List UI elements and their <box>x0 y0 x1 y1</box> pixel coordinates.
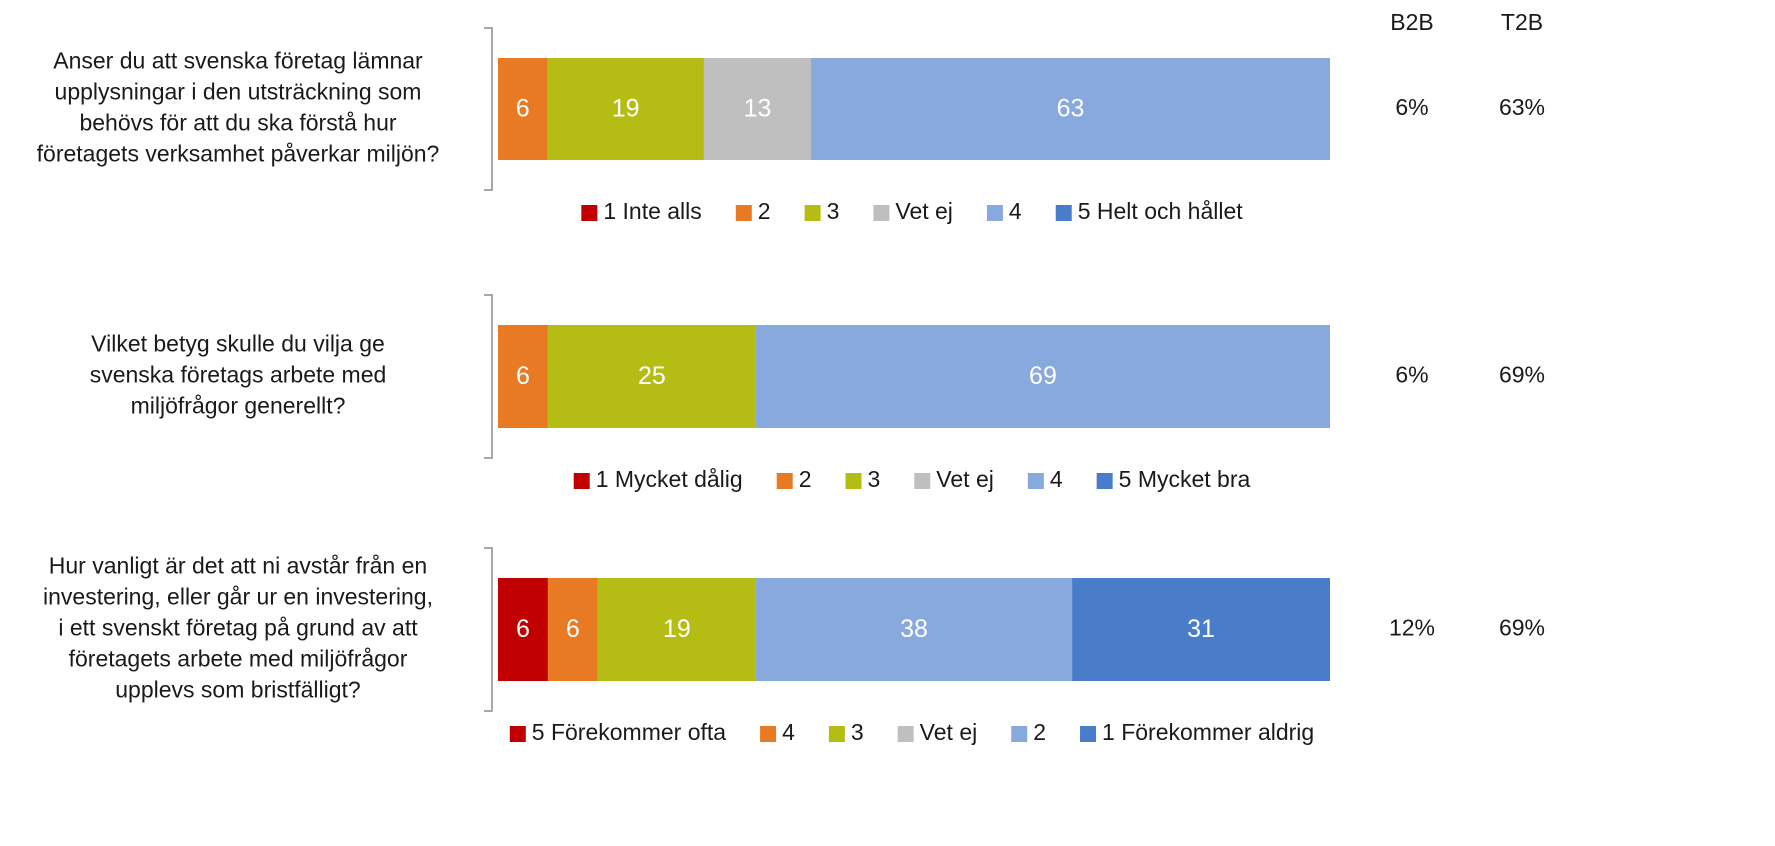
bar-segment <box>498 325 548 428</box>
legend-label: Vet ej <box>895 198 953 224</box>
question-text: i ett svenskt företag på grund av att <box>58 615 418 641</box>
bar-segment <box>755 578 1073 681</box>
legend-label: 4 <box>782 719 795 745</box>
legend-swatch <box>760 726 777 742</box>
bracket <box>484 547 493 712</box>
data-label: 6 <box>516 95 530 123</box>
legend-swatch <box>735 205 752 221</box>
legend-label: 4 <box>1009 198 1022 224</box>
legend-swatch <box>897 726 914 742</box>
bar-segment <box>597 578 756 681</box>
question-text: miljöfrågor generellt? <box>131 393 346 419</box>
question-text: företagets arbete med miljöfrågor <box>69 646 408 672</box>
legend-swatch <box>1011 726 1028 742</box>
legend-swatch <box>804 205 821 221</box>
bracket <box>484 294 493 459</box>
question-text: Hur vanligt är det att ni avstår från en <box>49 553 427 579</box>
question-text: upplevs som bristfälligt? <box>115 677 360 703</box>
legend-swatch <box>573 473 590 489</box>
data-label: 19 <box>663 615 691 643</box>
data-label: 25 <box>638 362 666 390</box>
legend-swatch <box>776 473 793 489</box>
bar-segment <box>703 58 812 160</box>
bar-segment <box>811 58 1330 160</box>
question-text: upplysningar i den utsträckning som <box>55 79 422 105</box>
legend-label: 5 Förekommer ofta <box>532 719 726 745</box>
summary-value: 6% <box>1395 94 1428 120</box>
legend-label: 2 <box>799 466 812 492</box>
legend-label: 2 <box>758 198 771 224</box>
legend-swatch <box>828 726 845 742</box>
data-label: 69 <box>1029 362 1057 390</box>
legend-label: 1 Mycket dålig <box>596 466 743 492</box>
data-label: 6 <box>566 615 580 643</box>
summary-value: 12% <box>1389 615 1435 641</box>
question-text: svenska företags arbete med <box>90 362 387 388</box>
question-text: företagets verksamhet påverkar miljön? <box>37 141 440 167</box>
data-label: 63 <box>1057 95 1085 123</box>
bar-segment <box>498 58 548 160</box>
bar-segment <box>498 578 548 681</box>
bar-segment <box>1072 578 1330 681</box>
legend-swatch <box>873 205 890 221</box>
question-text: Anser du att svenska företag lämnar <box>53 48 423 74</box>
summary-value: 69% <box>1499 362 1545 388</box>
question-text: Vilket betyg skulle du vilja ge <box>91 331 385 357</box>
legend-label: 3 <box>851 719 864 745</box>
data-label: 6 <box>516 615 530 643</box>
legend-swatch <box>914 473 931 489</box>
question-text: behövs för att du ska förstå hur <box>79 110 396 136</box>
legend-swatch <box>509 726 526 742</box>
legend-swatch <box>1080 726 1097 742</box>
legend-label: 5 Mycket bra <box>1119 466 1251 492</box>
bar-segment <box>547 325 756 428</box>
column-header: B2B <box>1390 9 1433 35</box>
legend-swatch <box>1027 473 1044 489</box>
bracket <box>484 27 493 191</box>
bar-segment <box>755 325 1330 428</box>
legend-swatch <box>845 473 862 489</box>
legend-label: 4 <box>1050 466 1063 492</box>
legend-swatch <box>1096 473 1113 489</box>
legend-label: 1 Förekommer aldrig <box>1102 719 1314 745</box>
legend-label: 3 <box>868 466 881 492</box>
data-label: 13 <box>744 95 772 123</box>
data-label: 38 <box>900 615 928 643</box>
legend-label: Vet ej <box>920 719 978 745</box>
bar-segment <box>547 58 704 160</box>
legend-swatch <box>581 205 598 221</box>
legend-label: 1 Inte alls <box>603 198 701 224</box>
legend-label: 5 Helt och hållet <box>1078 198 1244 224</box>
legend-label: 2 <box>1033 719 1046 745</box>
legend-label: Vet ej <box>936 466 994 492</box>
data-label: 19 <box>612 95 640 123</box>
legend-swatch <box>986 205 1003 221</box>
bar-segment <box>547 578 598 681</box>
data-label: 6 <box>516 362 530 390</box>
summary-value: 63% <box>1499 94 1545 120</box>
data-label: 31 <box>1187 615 1215 643</box>
legend-swatch <box>1055 205 1072 221</box>
column-header: T2B <box>1501 9 1543 35</box>
summary-value: 6% <box>1395 362 1428 388</box>
summary-value: 69% <box>1499 615 1545 641</box>
question-text: investering, eller går ur en investering… <box>43 584 433 610</box>
legend-label: 3 <box>827 198 840 224</box>
